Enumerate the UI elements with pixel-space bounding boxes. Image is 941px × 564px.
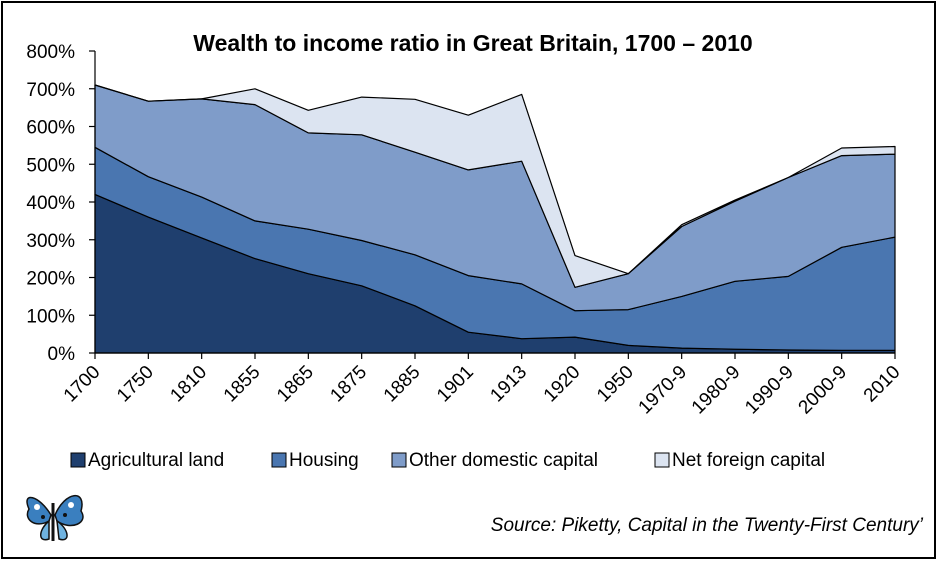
- x-tick-label: 1750: [113, 362, 158, 407]
- x-tick-label: 1920: [540, 362, 585, 407]
- area-layers: [94, 84, 896, 354]
- x-tick-label: 1970-9: [635, 362, 692, 419]
- x-axis-ticks: 1700 1750 1810 1855 1865 1875 1885 1901 1913 1920…: [60, 353, 905, 418]
- legend-label: Net foreign capital: [672, 450, 825, 471]
- y-axis-ticks: 0% 100% 200% 300% 400% 500% 600% 700% 800%: [26, 42, 95, 365]
- source-note: Source: Piketty, Capital in the Twenty-F…: [491, 515, 924, 536]
- legend-swatch: [271, 452, 287, 468]
- x-tick-label: 2000-9: [795, 362, 852, 419]
- x-tick-label: 1913: [486, 362, 531, 407]
- x-tick-label: 1855: [220, 362, 265, 407]
- x-tick-label: 1875: [326, 362, 371, 407]
- y-tick-label: 700%: [26, 80, 75, 101]
- y-tick-label: 800%: [26, 42, 75, 63]
- x-tick-label: 1990-9: [741, 362, 798, 419]
- x-tick-label: 2010: [860, 362, 905, 407]
- y-tick-label: 400%: [26, 193, 75, 214]
- x-tick-label: 1700: [60, 362, 105, 407]
- x-tick-label: 1865: [273, 362, 318, 407]
- y-tick-label: 300%: [26, 231, 75, 252]
- butterfly-logo-icon: [26, 494, 84, 541]
- legend: Agricultural land Housing Other domestic c…: [70, 450, 825, 471]
- x-tick-label: 1901: [433, 362, 478, 407]
- legend-swatch: [654, 452, 670, 468]
- y-tick-label: 0%: [48, 344, 76, 365]
- x-tick-label: 1810: [166, 362, 211, 407]
- chart-title: Wealth to income ratio in Great Britain,…: [193, 30, 752, 56]
- legend-label: Other domestic capital: [409, 450, 598, 471]
- legend-swatch: [70, 452, 86, 468]
- legend-swatch: [391, 452, 407, 468]
- y-tick-label: 200%: [26, 269, 75, 290]
- area-series-net-foreign-capital: [94, 84, 896, 288]
- legend-label: Agricultural land: [88, 450, 224, 471]
- legend-label: Housing: [289, 450, 359, 471]
- y-tick-label: 500%: [26, 155, 75, 176]
- y-tick-label: 600%: [26, 118, 75, 139]
- x-tick-label: 1980-9: [688, 362, 745, 419]
- wealth-income-chart: Wealth to income ratio in Great Britain,…: [26, 30, 924, 541]
- x-tick-label: 1950: [593, 362, 638, 407]
- x-tick-label: 1885: [380, 362, 425, 407]
- y-tick-label: 100%: [26, 306, 75, 327]
